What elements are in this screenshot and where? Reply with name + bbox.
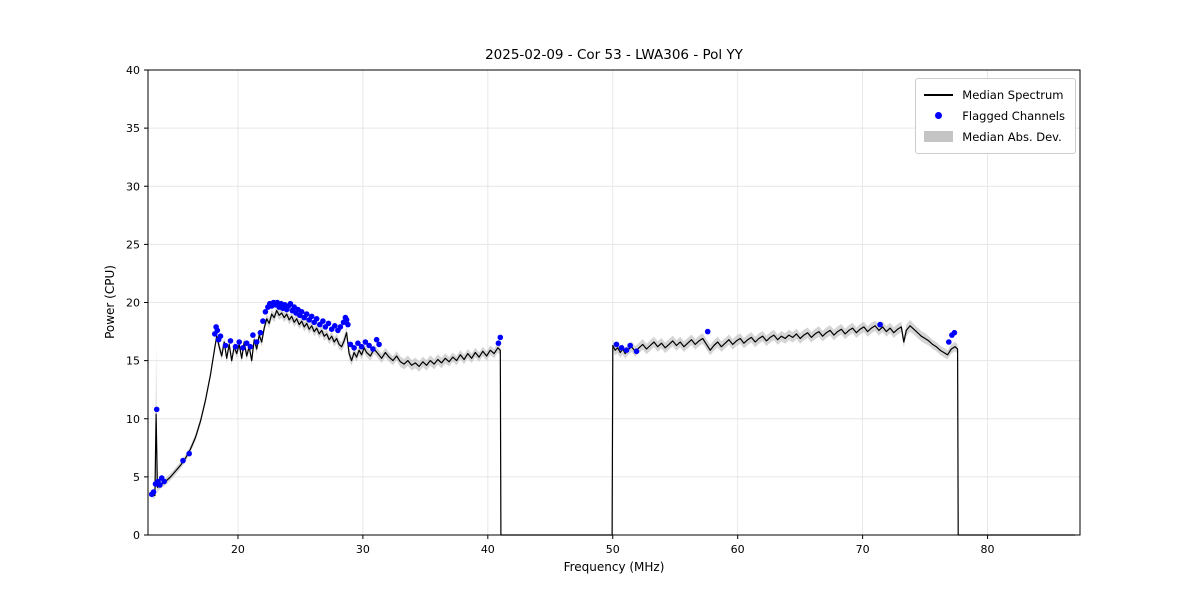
x-tick-label: 20 xyxy=(231,543,245,556)
x-tick-label: 60 xyxy=(731,543,745,556)
x-tick-label: 50 xyxy=(606,543,620,556)
flagged-channel-dot xyxy=(180,457,186,464)
flagged-channel-dot xyxy=(303,311,310,317)
x-axis-label: Frequency (MHz) xyxy=(563,560,665,574)
flagged-channel-dot xyxy=(240,345,246,351)
flagged-channel-dot xyxy=(704,328,711,335)
legend-entry-mad: Median Abs. Dev. xyxy=(924,126,1065,147)
y-tick-label: 5 xyxy=(133,471,140,484)
flagged-channel-dot xyxy=(618,345,625,351)
x-tick-label: 70 xyxy=(856,543,870,556)
flagged-channel-dot xyxy=(877,321,883,328)
flagged-channel-dot xyxy=(150,489,157,495)
flagged-channel-dot xyxy=(247,343,254,350)
flagged-channel-dot xyxy=(376,341,382,348)
flagged-channel-dot xyxy=(253,339,260,345)
flagged-channel-dot xyxy=(243,340,250,347)
flagged-channel-dot xyxy=(633,348,640,355)
legend: Median Spectrum Flagged Channels Median … xyxy=(915,78,1076,154)
flagged-channel-dot xyxy=(236,339,242,345)
legend-entry-median-spectrum: Median Spectrum xyxy=(924,84,1065,105)
y-tick-label: 35 xyxy=(126,122,140,135)
flagged-channel-dot xyxy=(373,336,380,343)
flagged-channel-dot xyxy=(613,341,620,348)
y-axis-label: Power (CPU) xyxy=(103,265,117,339)
grid-lines xyxy=(148,69,1080,536)
flagged-channel-dot xyxy=(250,332,256,338)
flagged-channel-dot xyxy=(366,342,372,349)
flagged-channel-dot xyxy=(337,324,344,330)
dot-swatch-icon xyxy=(924,112,953,119)
flagged-channel-dot xyxy=(232,343,239,350)
flagged-channel-dot xyxy=(497,334,504,341)
band-swatch-icon xyxy=(924,131,954,142)
legend-label: Median Abs. Dev. xyxy=(962,129,1062,144)
y-tick-label: 15 xyxy=(126,355,140,368)
flagged-channel-dot xyxy=(260,318,266,324)
y-tick-label: 30 xyxy=(126,180,140,193)
flagged-channel-dot xyxy=(347,341,354,348)
legend-label: Median Spectrum xyxy=(962,87,1064,102)
flagged-channel-dot xyxy=(351,345,357,351)
flagged-channel-dot xyxy=(227,338,234,344)
flagged-channel-dot xyxy=(362,339,369,345)
y-tick-label: 25 xyxy=(126,238,140,251)
legend-label: Flagged Channels xyxy=(962,108,1065,123)
flagged-channel-dot xyxy=(951,329,958,336)
flagged-channel-dot xyxy=(623,347,630,354)
median-spectrum-path xyxy=(150,310,1075,536)
flagged-channel-dot xyxy=(298,309,305,315)
median-spectrum-line xyxy=(150,310,1075,536)
flagged-channel-dot xyxy=(946,339,952,345)
flagged-channel-dot xyxy=(495,340,502,347)
flagged-channel-dot xyxy=(325,320,332,327)
y-tick-label: 20 xyxy=(126,297,140,310)
x-tick-label: 30 xyxy=(356,543,370,556)
flagged-channel-dot xyxy=(217,333,224,340)
y-tick-label: 10 xyxy=(126,413,140,426)
flagged-channel-dot xyxy=(345,321,351,328)
flagged-channel-dot xyxy=(308,313,315,320)
flagged-channel-dot xyxy=(262,309,269,315)
flagged-channel-dot xyxy=(358,343,365,350)
flagged-channel-dot xyxy=(313,316,320,322)
axis-ticks: 20 30 40 50 60 70 80 0 5 10 15 20 25 30 35 40 xyxy=(126,64,995,556)
flagged-channel-dot xyxy=(214,327,221,334)
flagged-channel-dot xyxy=(370,346,376,352)
y-tick-label: 40 xyxy=(126,64,140,77)
x-tick-label: 80 xyxy=(981,543,995,556)
x-tick-label: 40 xyxy=(481,543,495,556)
flagged-channel-dot xyxy=(257,329,264,336)
flagged-channel-dot xyxy=(287,300,294,307)
flagged-channel-dot xyxy=(320,318,326,324)
y-tick-label: 0 xyxy=(133,529,140,542)
flagged-channel-dot xyxy=(627,342,633,349)
legend-entry-flagged-channels: Flagged Channels xyxy=(924,105,1065,126)
flagged-channel-dot xyxy=(332,323,338,329)
flagged-channel-dot xyxy=(153,406,160,413)
flagged-channel-dot xyxy=(157,482,163,488)
chart-title: 2025-02-09 - Cor 53 - LWA306 - Pol YY xyxy=(485,47,743,63)
flagged-channel-dot xyxy=(355,340,361,347)
flagged-channel-dot xyxy=(186,450,192,457)
flagged-channel-dot xyxy=(343,317,350,323)
line-swatch-icon xyxy=(924,93,954,96)
flagged-channel-dot xyxy=(222,342,229,349)
flagged-channel-dots xyxy=(148,299,958,498)
flagged-channel-dot xyxy=(161,478,167,485)
